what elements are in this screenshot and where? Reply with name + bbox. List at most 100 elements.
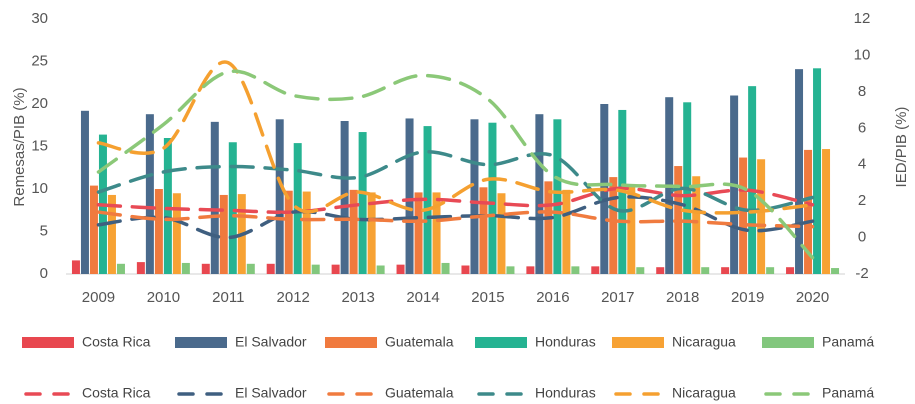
y2-tick-label: -2 bbox=[855, 265, 868, 282]
bar bbox=[562, 189, 571, 274]
legend-swatch bbox=[175, 337, 227, 348]
bar bbox=[228, 142, 237, 274]
y2-tick-label: 6 bbox=[858, 119, 866, 136]
y2-tick-label: 8 bbox=[858, 83, 866, 100]
y2-tick-label: 2 bbox=[858, 192, 866, 209]
x-tick-label: 2017 bbox=[601, 289, 634, 306]
bar bbox=[461, 265, 470, 274]
bar bbox=[786, 267, 795, 274]
legend-label: Guatemala bbox=[385, 334, 454, 350]
x-tick-label: 2013 bbox=[341, 289, 374, 306]
legend-label: El Salvador bbox=[235, 385, 307, 401]
legend-swatch bbox=[22, 337, 74, 348]
y2-axis-title: IED/PIB (%) bbox=[893, 107, 910, 188]
bar bbox=[795, 69, 804, 275]
bar bbox=[396, 264, 405, 274]
y-tick-label: 25 bbox=[31, 52, 48, 69]
y2-tick-label: 12 bbox=[854, 10, 871, 27]
bar bbox=[766, 267, 775, 274]
bar bbox=[136, 262, 145, 274]
bar bbox=[571, 266, 580, 274]
bar bbox=[544, 181, 553, 274]
line bbox=[96, 69, 815, 260]
bar bbox=[107, 194, 116, 274]
x-tick-label: 2010 bbox=[147, 289, 180, 306]
bar bbox=[210, 121, 219, 274]
bar bbox=[284, 190, 293, 274]
bar bbox=[71, 260, 80, 274]
bar bbox=[497, 193, 506, 274]
bar bbox=[701, 267, 710, 274]
bar bbox=[591, 266, 600, 274]
bar bbox=[172, 193, 181, 274]
bar bbox=[367, 192, 376, 274]
bar bbox=[609, 177, 618, 274]
bar bbox=[349, 189, 358, 274]
bar bbox=[181, 262, 190, 274]
bar bbox=[506, 266, 515, 274]
bar bbox=[627, 184, 636, 274]
bar bbox=[813, 68, 822, 274]
legend-swatch bbox=[325, 337, 377, 348]
y2-tick-label: 4 bbox=[858, 156, 866, 173]
bar bbox=[89, 185, 98, 274]
bar bbox=[804, 149, 813, 274]
legend-swatch bbox=[612, 337, 664, 348]
bar bbox=[636, 267, 645, 274]
bar bbox=[526, 266, 535, 274]
bar bbox=[116, 263, 125, 274]
bar bbox=[246, 263, 255, 274]
bar bbox=[311, 264, 320, 274]
bar bbox=[739, 157, 748, 274]
bar bbox=[488, 122, 497, 274]
bar bbox=[201, 263, 210, 274]
bar bbox=[414, 192, 423, 274]
bar bbox=[340, 121, 349, 274]
legend-label: Nicaragua bbox=[672, 334, 736, 350]
y-tick-label: 5 bbox=[40, 222, 48, 239]
legend-label: Guatemala bbox=[385, 385, 454, 401]
bar bbox=[822, 149, 831, 274]
bar bbox=[405, 118, 414, 274]
x-tick-label: 2018 bbox=[666, 289, 699, 306]
legend-label: Costa Rica bbox=[82, 385, 151, 401]
bar bbox=[275, 119, 284, 274]
legend-label: Costa Rica bbox=[82, 334, 151, 350]
y-tick-label: 30 bbox=[31, 10, 48, 27]
y-tick-label: 0 bbox=[40, 265, 48, 282]
bar bbox=[302, 191, 311, 274]
y-tick-label: 10 bbox=[31, 180, 48, 197]
x-tick-label: 2014 bbox=[406, 289, 439, 306]
line bbox=[96, 186, 815, 215]
bar bbox=[553, 119, 562, 274]
bar bbox=[145, 114, 154, 274]
bar bbox=[219, 194, 228, 274]
bar bbox=[266, 263, 275, 274]
legend-swatch bbox=[475, 337, 527, 348]
y2-tick-label: 10 bbox=[854, 46, 871, 63]
bar bbox=[831, 268, 840, 274]
legend-label: El Salvador bbox=[235, 334, 307, 350]
bar bbox=[692, 176, 701, 274]
y-tick-label: 15 bbox=[31, 137, 48, 154]
legend-label: Honduras bbox=[535, 385, 596, 401]
line bbox=[96, 210, 815, 229]
y-axis-title: Remesas/PIB (%) bbox=[11, 87, 28, 206]
x-tick-label: 2012 bbox=[277, 289, 310, 306]
bar bbox=[154, 189, 163, 274]
bar bbox=[376, 265, 385, 274]
bar bbox=[423, 126, 432, 274]
x-tick-label: 2016 bbox=[536, 289, 569, 306]
x-tick-label: 2015 bbox=[471, 289, 504, 306]
legend-label: Nicaragua bbox=[672, 385, 736, 401]
bar bbox=[535, 114, 544, 274]
y-tick-label: 20 bbox=[31, 95, 48, 112]
bar bbox=[479, 187, 488, 274]
legend-label: Panamá bbox=[822, 385, 874, 401]
bar bbox=[470, 119, 479, 274]
bar bbox=[331, 264, 340, 274]
bar bbox=[757, 159, 766, 274]
bar bbox=[721, 267, 730, 274]
bar bbox=[163, 138, 172, 274]
legend-label: Panamá bbox=[822, 334, 874, 350]
